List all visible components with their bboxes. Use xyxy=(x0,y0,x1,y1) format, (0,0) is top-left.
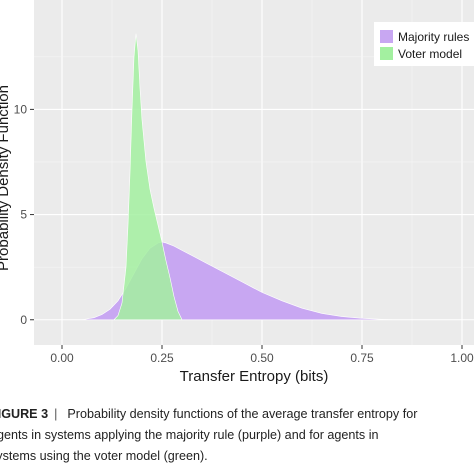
density-chart: 0.00 0.25 0.50 0.75 1.00 0 5 10 Transfer Entro… xyxy=(0,0,474,385)
voter-model-density-area xyxy=(113,33,183,321)
caption-line-1: FIGURE 3 | Probability density functions o… xyxy=(0,404,474,425)
x-tick-label: 0.25 xyxy=(150,351,174,365)
caption-label: FIGURE 3 xyxy=(0,407,49,421)
x-tick-label: 0.50 xyxy=(250,351,274,365)
y-tick-label: 0 xyxy=(20,313,27,327)
legend-key-majority xyxy=(380,30,393,43)
legend-label-voter: Voter model xyxy=(398,47,462,61)
y-tick-label: 5 xyxy=(20,208,27,222)
y-axis: 0 5 10 xyxy=(14,102,34,327)
x-axis: 0.00 0.25 0.50 0.75 1.00 xyxy=(50,345,474,365)
x-tick-label: 0.75 xyxy=(350,351,374,365)
density-areas xyxy=(81,33,395,321)
x-tick-label: 1.00 xyxy=(450,351,474,365)
legend-label-majority: Majority rules xyxy=(398,30,469,44)
x-axis-title: Transfer Entropy (bits) xyxy=(180,368,329,385)
y-tick-label: 10 xyxy=(14,102,28,116)
caption-separator: | xyxy=(54,407,58,421)
legend-key-voter xyxy=(380,47,393,60)
y-axis-title: Probability Density Function xyxy=(0,85,12,271)
figure-caption: FIGURE 3 | Probability density functions o… xyxy=(0,404,474,467)
legend: Majority rules Voter model xyxy=(374,22,474,66)
x-tick-label: 0.00 xyxy=(50,351,74,365)
caption-line-3: systems using the voter model (green). xyxy=(0,449,208,463)
caption-line-2: agents in systems applying the majority … xyxy=(0,428,379,442)
caption-text-1: Probability density functions of the ave… xyxy=(67,407,418,421)
